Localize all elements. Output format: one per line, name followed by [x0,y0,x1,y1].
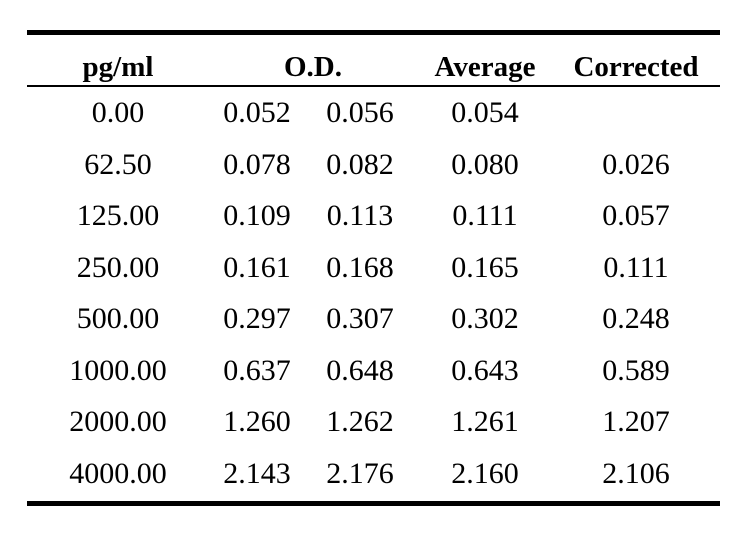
cell-concentration: 4000.00 [69,456,167,490]
cell-average: 1.261 [451,405,519,438]
cell-od-1: 2.143 [223,456,291,490]
cell-od-1: 0.078 [223,147,291,181]
cell-concentration: 1000.00 [69,353,167,387]
cell-average: 0.080 [451,147,519,181]
table-row: 1000.00 0.637 0.648 0.643 0.589 [27,345,720,397]
cell-od-1: 0.161 [223,250,291,284]
table-bottom-rule [27,501,720,506]
table-top-rule [27,30,720,35]
cell-average: 0.165 [451,250,519,284]
cell-corrected: 0.111 [603,250,669,284]
table-row: 125.00 0.109 0.113 0.111 0.057 [27,190,720,242]
cell-average: 0.054 [451,96,519,129]
table-header-row: pg/ml O.D. Average Corrected [27,35,720,85]
cell-average: 0.111 [452,199,518,232]
table-header-rule [27,85,720,87]
header-concentration: pg/ml [82,51,154,83]
cell-average: 0.643 [451,353,519,387]
cell-od-1: 0.297 [223,302,291,335]
cell-corrected: 0.026 [602,147,670,181]
cell-concentration: 250.00 [76,250,160,284]
cell-concentration: 125.00 [76,199,160,232]
cell-corrected: 2.106 [602,456,670,490]
od-standard-curve-table: pg/ml O.D. Average Corrected 0.00 0.052 0.… [27,30,720,506]
table-row: 62.50 0.078 0.082 0.080 0.026 [27,139,720,191]
cell-od-1: 0.109 [223,199,291,232]
cell-concentration: 500.00 [76,302,160,335]
table-row: 4000.00 2.143 2.176 2.160 2.106 [27,448,720,500]
header-average: Average [434,51,536,83]
cell-od-2: 0.082 [326,147,394,181]
cell-od-1: 0.052 [223,96,291,129]
cell-od-2: 0.168 [326,250,394,284]
table-row: 2000.00 1.260 1.262 1.261 1.207 [27,396,720,448]
table-row: 250.00 0.161 0.168 0.165 0.111 [27,242,720,294]
cell-concentration: 62.50 [84,147,152,181]
table-body: 0.00 0.052 0.056 0.054 62.50 0.078 0.082 0.080 0… [27,87,720,501]
cell-average: 2.160 [451,456,519,490]
cell-corrected: 0.248 [602,302,670,335]
cell-od-2: 0.113 [326,199,394,232]
cell-od-2: 0.307 [326,302,394,335]
cell-corrected: 0.589 [602,353,670,387]
cell-od-1: 1.260 [223,405,291,438]
header-corrected: Corrected [573,51,699,83]
header-od: O.D. [284,51,342,83]
cell-od-2: 1.262 [326,405,394,438]
cell-od-1: 0.637 [223,353,291,387]
cell-average: 0.302 [451,302,519,335]
cell-od-2: 2.176 [326,456,394,490]
cell-od-2: 0.056 [326,96,394,129]
table-row: 500.00 0.297 0.307 0.302 0.248 [27,293,720,345]
cell-corrected: 0.057 [602,199,670,232]
cell-corrected: 1.207 [602,405,670,438]
cell-concentration: 0.00 [91,96,145,129]
cell-od-2: 0.648 [326,353,394,387]
cell-concentration: 2000.00 [69,405,167,438]
table-row: 0.00 0.052 0.056 0.054 [27,87,720,139]
